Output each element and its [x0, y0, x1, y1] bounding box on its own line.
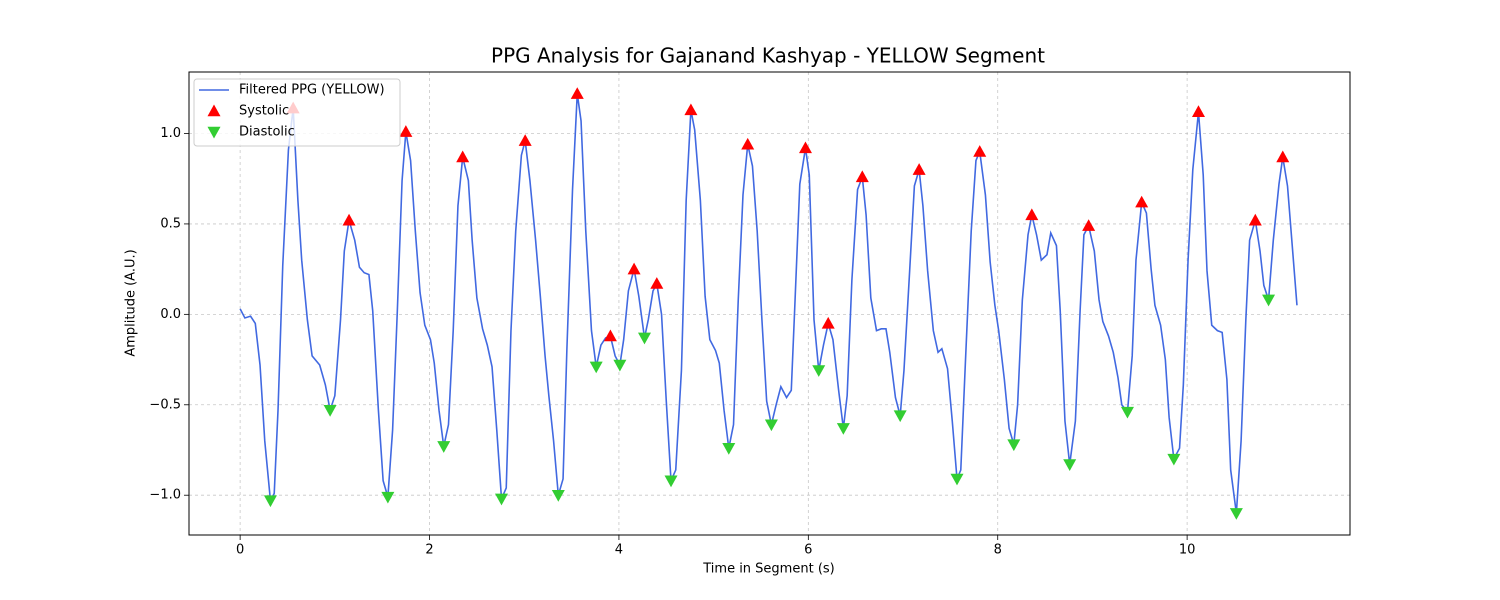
y-tick-label: 0.0	[160, 307, 181, 322]
systolic-marker	[741, 137, 755, 150]
systolic-marker	[1276, 150, 1290, 163]
legend-box	[193, 78, 401, 147]
diastolic-marker	[1167, 453, 1181, 466]
y-tick-label: 0.5	[160, 216, 181, 231]
systolic-marker	[518, 134, 532, 146]
systolic-marker	[603, 329, 617, 342]
diastolic-marker	[613, 359, 627, 372]
ppg-line	[239, 93, 1298, 514]
x-tick-label: 4	[615, 543, 623, 558]
x-axis-label: Time in Segment (s)	[702, 562, 834, 577]
diastolic-marker	[495, 493, 509, 506]
diastolic-marker	[1007, 439, 1021, 452]
systolic-marker	[798, 141, 812, 154]
y-tick-label: −0.5	[149, 397, 181, 412]
systolic-marker	[342, 213, 356, 226]
plot-frame	[188, 71, 1351, 536]
diastolic-marker	[950, 473, 964, 486]
x-tick-label: 8	[994, 543, 1002, 558]
y-tick-label: −1.0	[149, 488, 181, 503]
diastolic-marker	[263, 495, 277, 508]
diastolic-marker	[381, 491, 395, 504]
systolic-marker	[650, 277, 664, 289]
systolic-marker	[1135, 195, 1149, 208]
legend-label: Systolic	[239, 104, 289, 119]
systolic-marker	[973, 145, 987, 157]
diastolic-marker	[812, 365, 826, 377]
diastolic-marker	[1063, 459, 1077, 471]
x-tick-label: 10	[1179, 543, 1196, 558]
systolic-marker	[1191, 105, 1205, 117]
systolic-marker	[1025, 208, 1039, 221]
systolic-marker	[912, 163, 926, 175]
diastolic-marker	[323, 405, 337, 417]
x-tick-label: 6	[804, 543, 812, 558]
legend-label: Diastolic	[239, 125, 295, 140]
diastolic-marker	[1262, 294, 1276, 307]
diastolic-marker	[893, 410, 907, 423]
diastolic-marker	[437, 441, 451, 453]
systolic-marker	[821, 316, 835, 329]
diastolic-marker	[637, 332, 651, 345]
systolic-marker	[855, 170, 869, 183]
diastolic-marker	[664, 475, 678, 488]
systolic-marker	[570, 87, 584, 99]
systolic-marker	[627, 262, 641, 275]
diastolic-marker	[722, 442, 736, 455]
systolic-marker	[1248, 213, 1262, 226]
x-tick-label: 2	[425, 543, 433, 558]
x-tick-label: 0	[236, 543, 244, 558]
systolic-marker	[399, 125, 413, 137]
systolic-marker	[456, 150, 470, 163]
diastolic-marker	[1120, 406, 1134, 419]
chart-title: PPG Analysis for Gajanand Kashyap - YELL…	[491, 44, 1045, 68]
diastolic-marker	[589, 361, 603, 374]
systolic-marker	[1082, 219, 1096, 231]
diastolic-marker	[764, 419, 778, 432]
legend-label: Filtered PPG (YELLOW)	[239, 83, 385, 98]
y-axis-label: Amplitude (A.U.)	[124, 249, 139, 356]
legend-marker	[207, 104, 221, 117]
diastolic-marker	[1229, 508, 1243, 520]
systolic-marker	[684, 103, 698, 116]
diastolic-marker	[836, 423, 850, 435]
legend-marker	[207, 126, 221, 139]
diastolic-marker	[551, 490, 565, 502]
y-tick-label: 1.0	[160, 126, 181, 141]
